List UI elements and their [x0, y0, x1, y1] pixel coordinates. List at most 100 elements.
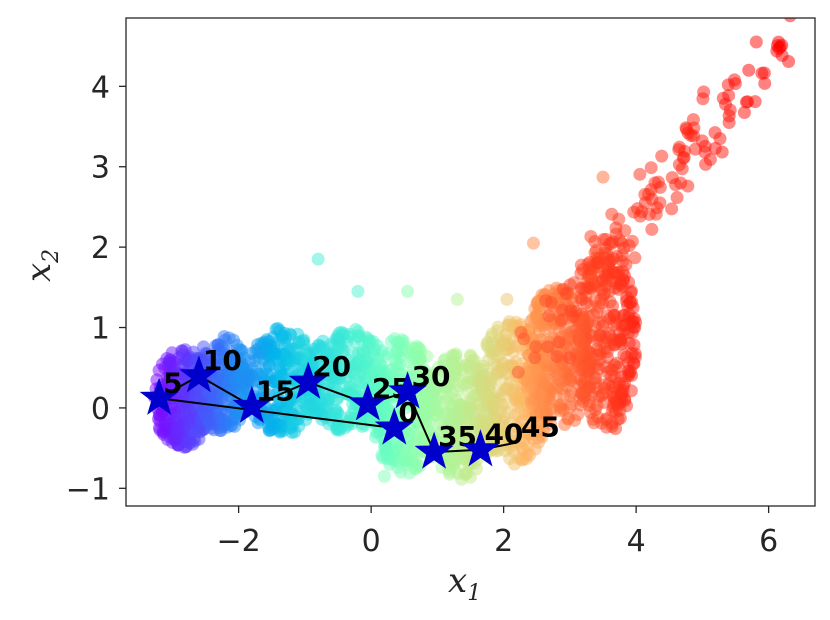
scatter-point: [571, 408, 585, 422]
scatter-point: [459, 466, 473, 480]
scatter-point: [378, 441, 392, 455]
scatter-point: [600, 365, 614, 379]
y-axis-label: x2: [19, 249, 64, 282]
scatter-point: [332, 339, 346, 353]
scatter-point: [328, 407, 342, 421]
scatter-point: [633, 167, 647, 181]
y-tick-label: 3: [91, 151, 110, 186]
scatter-point: [171, 419, 185, 433]
scatter-point: [588, 235, 602, 249]
scatter-point: [176, 396, 190, 410]
scatter-point: [559, 287, 573, 301]
scatter-point: [399, 458, 413, 472]
scatter-point: [588, 371, 602, 385]
scatter-point: [783, 18, 797, 23]
scatter-point: [389, 345, 403, 359]
trajectory-label: 0: [398, 396, 417, 429]
scatter-point: [564, 304, 578, 318]
scatter-point: [529, 418, 543, 432]
scatter-point: [163, 356, 177, 370]
scatter-point: [227, 363, 241, 377]
x-axis-label-main: x: [448, 561, 467, 601]
scatter-point: [443, 467, 457, 481]
scatter-point: [552, 335, 566, 349]
scatter-point: [561, 412, 575, 426]
scatter-point: [677, 150, 691, 164]
scatter-point: [404, 446, 418, 460]
scatter-point: [476, 413, 490, 427]
scatter-point: [672, 140, 686, 154]
scatter-point: [582, 398, 596, 412]
scatter-point: [183, 435, 197, 449]
scatter-point: [645, 192, 659, 206]
scatter-point: [541, 340, 555, 354]
scatter-point: [494, 425, 508, 439]
scatter-point: [600, 412, 614, 426]
scatter-point: [392, 336, 406, 350]
trajectory-label: 45: [521, 410, 560, 443]
scatter-point: [263, 423, 277, 437]
scatter-point: [758, 76, 772, 90]
scatter-point: [614, 370, 628, 384]
scatter-point: [595, 273, 609, 287]
scatter-point: [417, 362, 431, 376]
y-tick-label: 2: [91, 231, 110, 266]
scatter-point: [511, 400, 525, 414]
y-tick-label: 4: [91, 70, 110, 105]
scatter-point: [696, 92, 710, 106]
scatter-point: [456, 376, 470, 390]
scatter-point: [653, 180, 667, 194]
scatter-point: [491, 386, 505, 400]
scatter-point: [542, 309, 556, 323]
scatter-point: [261, 367, 275, 381]
scatter-point: [279, 348, 293, 362]
scatter-point: [326, 351, 340, 365]
scatter-point: [595, 283, 609, 297]
x-axis-ticks: −2 0 2 4 6: [217, 506, 778, 559]
scatter-point: [713, 132, 727, 146]
scatter-point: [205, 397, 219, 411]
scatter-point: [450, 393, 464, 407]
scatter-point: [401, 284, 415, 298]
trajectory-star: [179, 355, 219, 393]
scatter-point: [167, 380, 181, 394]
y-tick-label: 1: [91, 312, 110, 347]
scatter-point: [623, 364, 637, 378]
scatter-point: [515, 414, 529, 428]
scatter-point: [722, 109, 736, 123]
scatter-point: [374, 363, 388, 377]
scatter-point: [623, 295, 637, 309]
scatter-point: [405, 351, 419, 365]
scatter-point: [554, 397, 568, 411]
scatter-point: [655, 149, 669, 163]
trajectory-label: 30: [412, 360, 451, 393]
x-tick-label: −2: [217, 524, 261, 559]
scatter-point: [517, 332, 531, 346]
scatter-point: [600, 345, 614, 359]
trajectory-star: [414, 431, 454, 469]
scatter-point: [609, 227, 623, 241]
scatter-point: [419, 392, 433, 406]
scatter-point: [628, 251, 642, 265]
scatter-point: [625, 347, 639, 361]
scatter-point: [330, 421, 344, 435]
scatter-point: [218, 333, 232, 347]
trajectory-star: [232, 385, 272, 423]
scatter-point: [612, 327, 626, 341]
scatter-point: [503, 452, 517, 466]
scatter-point: [356, 356, 370, 370]
x-axis-label-sub: 1: [467, 581, 481, 606]
y-tick-label: 0: [91, 392, 110, 427]
scatter-point: [610, 249, 624, 263]
scatter-point: [472, 362, 486, 376]
scatter-point: [563, 369, 577, 383]
scatter-point: [464, 419, 478, 433]
scatter-point: [481, 388, 495, 402]
scatter-point: [665, 202, 679, 216]
scatter-point: [219, 348, 233, 362]
scatter-point: [772, 35, 786, 49]
scatter-point: [615, 280, 629, 294]
scatter-point: [390, 356, 404, 370]
